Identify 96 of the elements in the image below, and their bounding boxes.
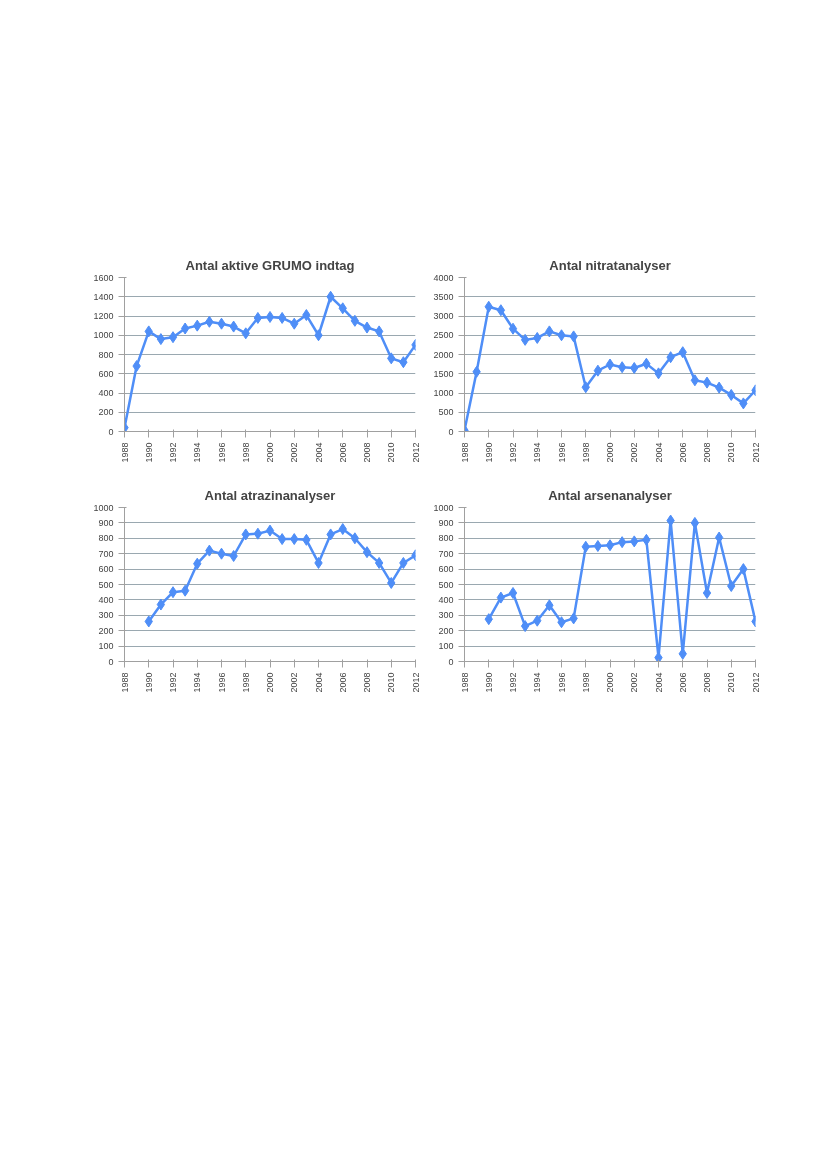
y-tick-label: 700 [438,548,454,559]
y-tick-label: 1200 [93,311,114,321]
x-tick-label: 1992 [508,672,518,693]
y-tick-label: 800 [438,533,454,544]
x-tick-label: 1996 [216,672,227,693]
chart-title: Antal arsenanalyser [548,487,672,503]
y-tick-label: 800 [98,349,114,360]
y-tick-label: 1400 [93,291,114,302]
x-tick-label: 1994 [192,442,203,463]
y-tick-label: 2500 [433,330,454,341]
x-tick-label: 1988 [459,672,470,693]
y-tick-label: 600 [98,564,114,575]
y-tick-label: 400 [438,594,454,605]
chart-title: Antal nitratanalyser [549,257,671,273]
y-tick-label: 600 [438,564,454,575]
x-tick-label: 2006 [337,672,348,693]
x-tick-label: 2006 [337,442,348,463]
y-tick-label: 1000 [93,502,114,513]
x-tick-label: 1996 [556,672,567,693]
x-tick-label: 1990 [143,442,154,463]
y-tick-label: 900 [98,517,114,528]
chart-title: Antal atrazinanalyser [204,487,336,503]
x-tick-label: 1996 [556,442,567,463]
x-tick-label: 2002 [289,672,300,693]
y-tick-label: 0 [108,656,114,667]
x-tick-label: 1994 [192,672,203,693]
x-tick-label: 2010 [726,672,737,693]
x-tick-label: 2000 [605,672,615,693]
x-tick-label: 2010 [386,442,397,463]
y-tick-label: 1000 [433,502,454,513]
x-tick-label: 1994 [532,442,543,463]
x-tick-label: 1992 [168,442,178,463]
x-tick-label: 1992 [508,442,518,463]
y-tick-label: 300 [438,610,454,621]
x-tick-label: 1998 [580,442,591,463]
x-tick-label: 1988 [119,442,130,463]
x-tick-label: 2006 [677,442,688,463]
y-tick-label: 800 [98,533,114,544]
x-tick-label: 2002 [289,442,300,463]
y-tick-label: 1600 [93,272,114,283]
y-tick-label: 900 [438,517,454,528]
x-tick-label: 1992 [168,672,178,693]
y-tick-label: 1000 [93,330,114,341]
x-tick-label: 2002 [629,672,640,693]
y-tick-label: 0 [448,426,454,437]
x-tick-label: 2000 [265,672,275,693]
y-tick-label: 500 [98,579,114,590]
y-tick-label: 500 [438,579,454,590]
x-tick-label: 1994 [532,672,543,693]
x-tick-label: 1996 [216,442,227,463]
y-tick-label: 200 [98,625,114,636]
y-tick-label: 3000 [433,311,454,321]
x-tick-label: 2012 [410,442,421,463]
x-tick-label: 2002 [629,442,640,463]
y-tick-label: 400 [98,388,114,398]
y-tick-label: 600 [98,368,114,379]
x-tick-label: 1990 [483,442,494,463]
x-tick-label: 2000 [605,442,615,463]
x-tick-label: 2008 [362,442,372,463]
x-tick-label: 2012 [410,672,421,693]
y-tick-label: 300 [98,610,114,621]
x-tick-label: 2008 [702,442,712,463]
x-tick-label: 1990 [483,672,494,693]
x-tick-label: 2004 [653,672,664,693]
x-tick-label: 1998 [240,672,251,693]
y-tick-label: 1500 [433,368,454,379]
y-tick-label: 200 [438,625,454,636]
x-tick-label: 2010 [386,672,397,693]
y-tick-label: 1000 [433,388,454,398]
y-tick-label: 4000 [433,272,454,283]
y-tick-label: 0 [448,656,454,667]
x-tick-label: 2012 [750,442,761,463]
y-tick-label: 100 [438,641,454,652]
x-tick-label: 2004 [313,442,324,463]
y-tick-label: 200 [98,407,114,418]
x-tick-label: 1998 [240,442,251,463]
chart-title: Antal aktive GRUMO indtag [185,257,355,273]
x-tick-label: 1990 [143,672,154,693]
x-tick-label: 1988 [459,442,470,463]
x-tick-label: 1988 [119,672,130,693]
x-tick-label: 2006 [677,672,688,693]
x-tick-label: 1998 [580,672,591,693]
x-tick-label: 2000 [265,442,275,463]
x-tick-label: 2010 [726,442,737,463]
y-tick-label: 2000 [433,349,454,360]
y-tick-label: 500 [438,407,454,418]
x-tick-label: 2008 [362,672,372,693]
x-tick-label: 2004 [313,672,324,693]
x-tick-label: 2008 [702,672,712,693]
x-tick-label: 2012 [750,672,761,693]
y-tick-label: 0 [108,426,114,437]
y-tick-label: 400 [98,594,114,605]
y-tick-label: 100 [98,641,114,652]
y-tick-label: 700 [98,548,114,559]
y-tick-label: 3500 [433,291,454,302]
x-tick-label: 2004 [653,442,664,463]
